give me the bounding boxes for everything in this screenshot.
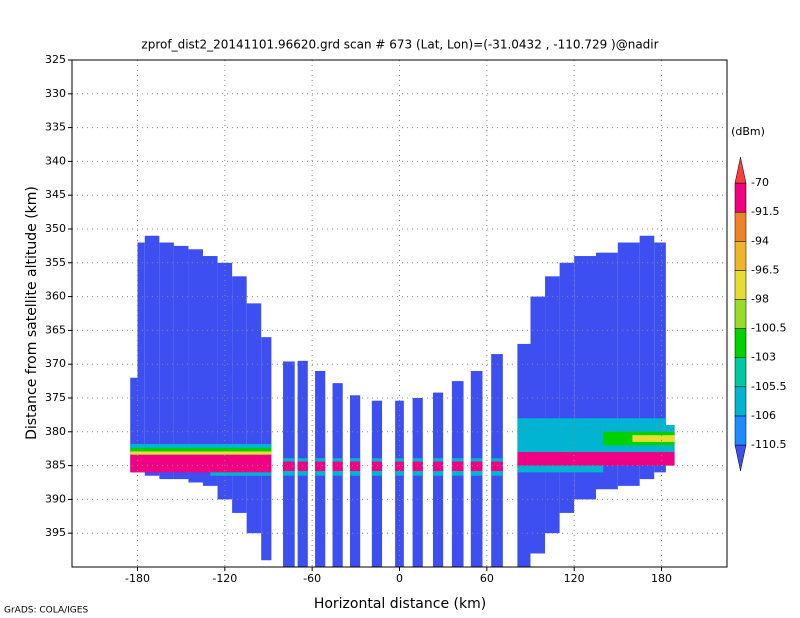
colorbar-triangle (734, 157, 747, 184)
x-tick-label: 0 (396, 572, 403, 585)
colorbar-box (734, 328, 747, 358)
y-tick-label: 365 (45, 323, 66, 336)
colorbar-box (734, 241, 747, 271)
colorbar-tick-label: -110.5 (751, 438, 786, 451)
colorbar-box (734, 270, 747, 300)
field-cell (203, 256, 218, 486)
y-tick-label: 345 (45, 188, 66, 201)
field-cell (173, 245, 189, 480)
y-tick-label: 390 (45, 492, 66, 505)
band-cell (130, 443, 272, 449)
y-tick-label: 325 (45, 53, 66, 66)
x-axis-label: Horizontal distance (km) (314, 596, 486, 612)
field-cell (217, 262, 233, 500)
band-cell (271, 461, 518, 472)
band-cell (130, 448, 272, 452)
colorbar-label: (dBm) (731, 125, 765, 138)
field-cell (188, 249, 203, 483)
band-cell (517, 452, 675, 466)
band-cell (517, 465, 604, 473)
footer: GrADS: COLA/IGES (4, 606, 88, 616)
band-cell (632, 435, 675, 442)
colorbar-tick-label: -94 (751, 234, 769, 247)
x-tick-label: 60 (480, 572, 494, 585)
band-cell (130, 454, 272, 473)
colorbar-box (734, 299, 747, 329)
y-tick-label: 350 (45, 222, 66, 235)
x-tick-label: -60 (303, 572, 321, 585)
colorbar-tick-label: -70 (751, 176, 769, 189)
y-tick-label: 340 (45, 154, 66, 167)
colorbar-tick-label: -106 (751, 409, 776, 422)
field-cell (232, 276, 247, 513)
chart-title: zprof_dist2_20141101.96620.grd scan # 67… (141, 38, 658, 52)
colorbar-triangle (734, 444, 747, 472)
colorbar-tick-label: -91.5 (751, 205, 779, 218)
band-cell (210, 472, 272, 476)
colorbar-tick-label: -103 (751, 351, 776, 364)
field-cell (130, 377, 138, 473)
y-tick-label: 380 (45, 425, 66, 438)
field-cell (137, 242, 145, 473)
colorbar-box (734, 182, 747, 213)
field-cell (395, 400, 404, 567)
y-tick-label: 370 (45, 357, 66, 370)
y-tick-label: 355 (45, 256, 66, 269)
colorbar-tick-label: -98 (751, 293, 769, 306)
y-tick-label: 385 (45, 459, 66, 472)
field-cell (545, 276, 560, 534)
plot-frame (71, 59, 728, 568)
field-cell (371, 400, 383, 567)
colorbar-tick-label: -96.5 (751, 263, 779, 276)
field-cell (246, 303, 262, 534)
field-cell (144, 235, 160, 476)
y-tick-label: 360 (45, 290, 66, 303)
x-tick-label: 120 (564, 572, 585, 585)
x-tick-label: -180 (125, 572, 150, 585)
y-tick-label: 375 (45, 391, 66, 404)
y-axis-label: Distance from satellite altitude (km) (24, 186, 40, 440)
y-tick-label: 330 (45, 87, 66, 100)
field (130, 235, 675, 567)
colorbar-box (734, 415, 747, 446)
colorbar-box (734, 211, 747, 242)
y-tick-label: 395 (45, 526, 66, 539)
band-cell (271, 458, 518, 462)
field-cell (559, 262, 575, 513)
y-tick-label: 335 (45, 121, 66, 134)
colorbar-box (734, 386, 747, 417)
x-tick-label: -120 (212, 572, 237, 585)
x-tick-label: 180 (651, 572, 672, 585)
colorbar-tick-label: -105.5 (751, 380, 786, 393)
field-cell (654, 242, 666, 473)
band-cell (271, 471, 518, 476)
field-cell (350, 395, 361, 567)
field-cell (432, 392, 444, 567)
band-cell (130, 451, 272, 455)
field-cell (159, 242, 174, 480)
field-cell (412, 398, 423, 567)
colorbar-tick-label: -100.5 (751, 322, 786, 335)
colorbar-box (734, 357, 747, 388)
